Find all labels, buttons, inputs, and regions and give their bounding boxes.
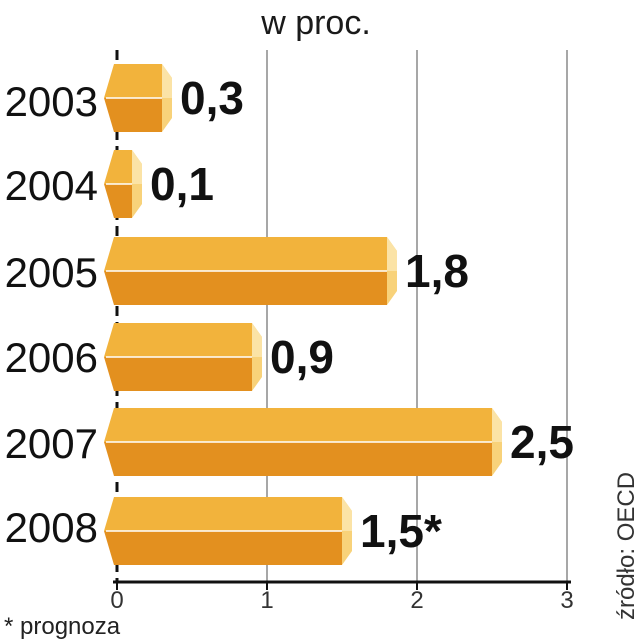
bar-end-cap-highlight [132,150,142,184]
bar-2005 [104,237,397,305]
bar-end-cap-highlight [492,408,502,442]
value-label-2008: 1,5* [360,505,442,557]
value-label-2005: 1,8 [405,245,469,297]
bar-top-face [104,408,492,442]
category-label-2007: 2007 [5,420,98,467]
footnote: * prognoza [4,613,121,640]
category-label-2003: 2003 [5,78,98,125]
bar-bottom-face [104,531,342,565]
bar-2004 [104,150,142,218]
value-label-2006: 0,9 [270,331,334,383]
bar-top-face [104,497,342,531]
source-note: źródło: OECD [613,472,640,620]
bar-2003 [104,64,172,132]
x-tick-label-0: 0 [110,587,123,614]
bar-top-face [104,64,162,98]
bar-bottom-face [104,98,162,132]
value-label-2003: 0,3 [180,72,244,124]
bar-2007 [104,408,502,476]
unit-label: w proc. [260,4,371,42]
bar-end-cap-highlight [162,64,172,98]
bar-end-cap-highlight [342,497,352,531]
category-label-2004: 2004 [5,162,98,209]
bar-bottom-face [104,442,492,476]
value-label-2004: 0,1 [150,158,214,210]
category-label-2005: 2005 [5,249,98,296]
bar-end-cap-highlight [387,237,397,271]
x-tick-label-3: 3 [560,587,573,614]
bar-end-cap-highlight [252,323,262,357]
bar-layer [104,64,502,565]
category-label-2008: 2008 [5,504,98,551]
bar-2006 [104,323,262,391]
grid-layer [113,50,571,590]
bar-bottom-face [104,184,132,218]
bar-top-face [104,150,132,184]
category-label-2006: 2006 [5,334,98,381]
value-label-2007: 2,5 [510,416,574,468]
bar-top-face [104,323,252,357]
x-tick-label-2: 2 [410,587,423,614]
bar-2008 [104,497,352,565]
bar-bottom-face [104,357,252,391]
x-tick-label-1: 1 [260,587,273,614]
bar-top-face [104,237,387,271]
bar-bottom-face [104,271,387,305]
